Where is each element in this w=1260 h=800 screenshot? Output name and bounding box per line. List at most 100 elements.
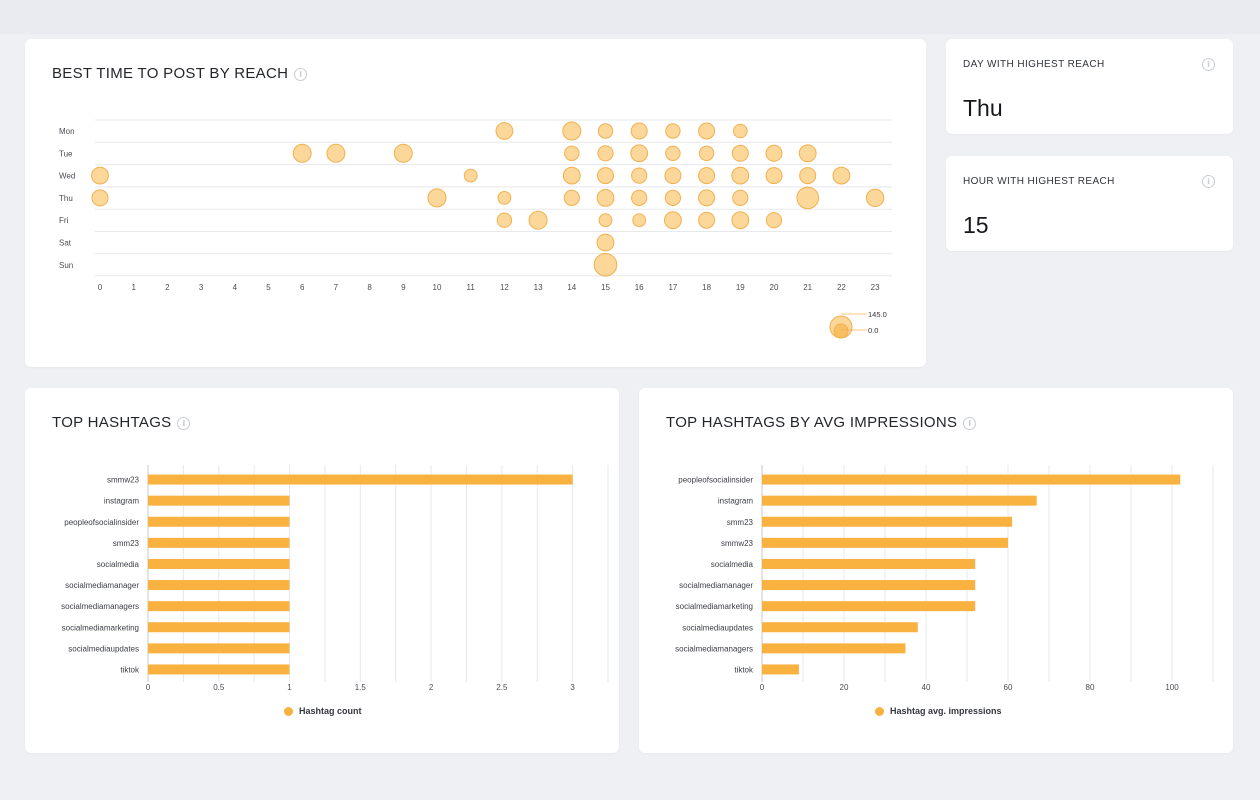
- x-tick-label: 20: [770, 283, 779, 292]
- x-tick-label: 0: [760, 683, 765, 692]
- category-label: socialmediamanager: [65, 581, 139, 590]
- x-tick-label: 2: [165, 283, 170, 292]
- legend-label: Hashtag avg. impressions: [890, 706, 1002, 716]
- reach-bubble: [698, 189, 716, 207]
- x-tick-label: 0: [98, 283, 103, 292]
- reach-bubble: [664, 211, 682, 230]
- reach-bubble: [91, 189, 109, 207]
- reach-bubble: [496, 212, 513, 228]
- bar: [762, 580, 976, 591]
- x-tick-label: 60: [1004, 683, 1013, 692]
- x-tick-label: 40: [922, 683, 931, 692]
- bar: [762, 664, 799, 675]
- reach-bubble: [664, 167, 682, 185]
- reach-bubble: [463, 168, 478, 183]
- info-icon[interactable]: i: [294, 67, 308, 81]
- hour-highest-reach-label: HOUR WITH HIGHEST REACH: [963, 176, 1115, 187]
- top-impressions-card: TOP HASHTAGS BY AVG IMPRESSIONS i peopleo…: [639, 388, 1233, 753]
- reach-bubble: [427, 188, 447, 208]
- x-tick-label: 1: [131, 283, 136, 292]
- top-hashtags-title-text: TOP HASHTAGS: [52, 414, 172, 431]
- info-icon[interactable]: i: [963, 416, 977, 430]
- category-label: socialmediamanagers: [61, 602, 139, 611]
- category-label: peopleofsocialinsider: [64, 518, 139, 527]
- top-hashtags-legend[interactable]: Hashtag count: [284, 706, 362, 717]
- reach-bubble: [598, 213, 613, 228]
- bar: [762, 516, 1013, 527]
- reach-bubble: [630, 122, 648, 140]
- x-tick-label: 3: [199, 283, 204, 292]
- x-tick-label: 18: [702, 283, 711, 292]
- reach-bubble: [698, 122, 716, 140]
- x-tick-label: 0: [146, 683, 151, 692]
- x-tick-label: 1.5: [355, 683, 367, 692]
- reach-bubble: [631, 189, 648, 206]
- category-label: instagram: [104, 497, 139, 506]
- reach-bubble: [698, 167, 716, 185]
- x-tick-label: 4: [233, 283, 238, 292]
- info-icon[interactable]: i: [1202, 175, 1215, 188]
- category-label: socialmediamarketing: [62, 623, 139, 632]
- x-tick-label: 16: [635, 283, 644, 292]
- x-tick-label: 3: [570, 683, 575, 692]
- reach-bubble: [497, 191, 512, 205]
- x-tick-label: 20: [840, 683, 849, 692]
- reach-bubble: [799, 167, 817, 185]
- category-label: smm23: [113, 539, 140, 548]
- day-highest-reach-card: DAY WITH HIGHEST REACH i Thu: [946, 39, 1233, 134]
- bar: [148, 516, 290, 527]
- bar: [148, 664, 290, 675]
- best-time-card: BEST TIME TO POST BY REACH i Mon Tue Wed Thu…: [25, 39, 926, 367]
- size-legend-min-bubble: [833, 323, 849, 339]
- bar: [762, 495, 1037, 506]
- bar: [148, 622, 290, 633]
- reach-bubble: [596, 189, 615, 207]
- category-label: socialmediamanager: [679, 581, 753, 590]
- reach-bubble: [796, 186, 820, 210]
- x-tick-label: 15: [601, 283, 610, 292]
- category-label: tiktok: [120, 665, 140, 674]
- best-time-title-text: BEST TIME TO POST BY REACH: [52, 65, 289, 82]
- reach-bubble: [665, 145, 681, 162]
- x-tick-label: 0.5: [213, 683, 225, 692]
- reach-bubble: [597, 123, 614, 139]
- y-tick-label: Fri: [59, 216, 69, 225]
- category-label: socialmediaupdates: [68, 644, 139, 653]
- info-icon[interactable]: i: [1202, 58, 1215, 71]
- top-impressions-legend[interactable]: Hashtag avg. impressions: [875, 706, 1002, 717]
- bar: [148, 495, 290, 506]
- x-tick-label: 17: [668, 283, 677, 292]
- reach-bubble: [765, 144, 783, 162]
- top-hashtags-bar-chart: smmw23 instagram peopleofsocialinsider smm2…: [61, 465, 609, 692]
- x-tick-label: 8: [367, 283, 372, 292]
- category-label: peopleofsocialinsider: [678, 476, 753, 485]
- x-tick-label: 11: [467, 283, 476, 292]
- x-tick-label: 2: [429, 683, 434, 692]
- category-label: socialmedia: [97, 560, 140, 569]
- reach-bubble: [698, 145, 715, 162]
- legend-dot-icon: [284, 707, 293, 717]
- reach-bubble: [528, 210, 548, 230]
- category-label: smm23: [727, 518, 754, 527]
- top-impressions-bar-chart: peopleofsocialinsider instagram smm23 smmw2…: [675, 465, 1214, 692]
- category-label: tiktok: [734, 665, 754, 674]
- x-tick-label: 12: [500, 283, 509, 292]
- y-tick-label: Mon: [59, 127, 75, 136]
- bar: [148, 580, 290, 591]
- info-icon[interactable]: i: [177, 416, 191, 430]
- reach-bubble: [91, 166, 109, 185]
- x-tick-label: 10: [433, 283, 442, 292]
- reach-bubble: [326, 143, 346, 163]
- reach-bubble: [562, 166, 581, 185]
- hour-highest-reach-card: HOUR WITH HIGHEST REACH i 15: [946, 156, 1233, 251]
- reach-bubble: [731, 144, 749, 162]
- reach-bubble: [393, 143, 413, 163]
- size-legend-min-label: 0.0: [868, 326, 878, 335]
- reach-bubble: [732, 189, 749, 206]
- category-label: socialmediaupdates: [682, 623, 753, 632]
- x-tick-label: 21: [803, 283, 812, 292]
- category-label: instagram: [718, 497, 753, 506]
- x-tick-label: 6: [300, 283, 305, 292]
- x-tick-label: 5: [266, 283, 271, 292]
